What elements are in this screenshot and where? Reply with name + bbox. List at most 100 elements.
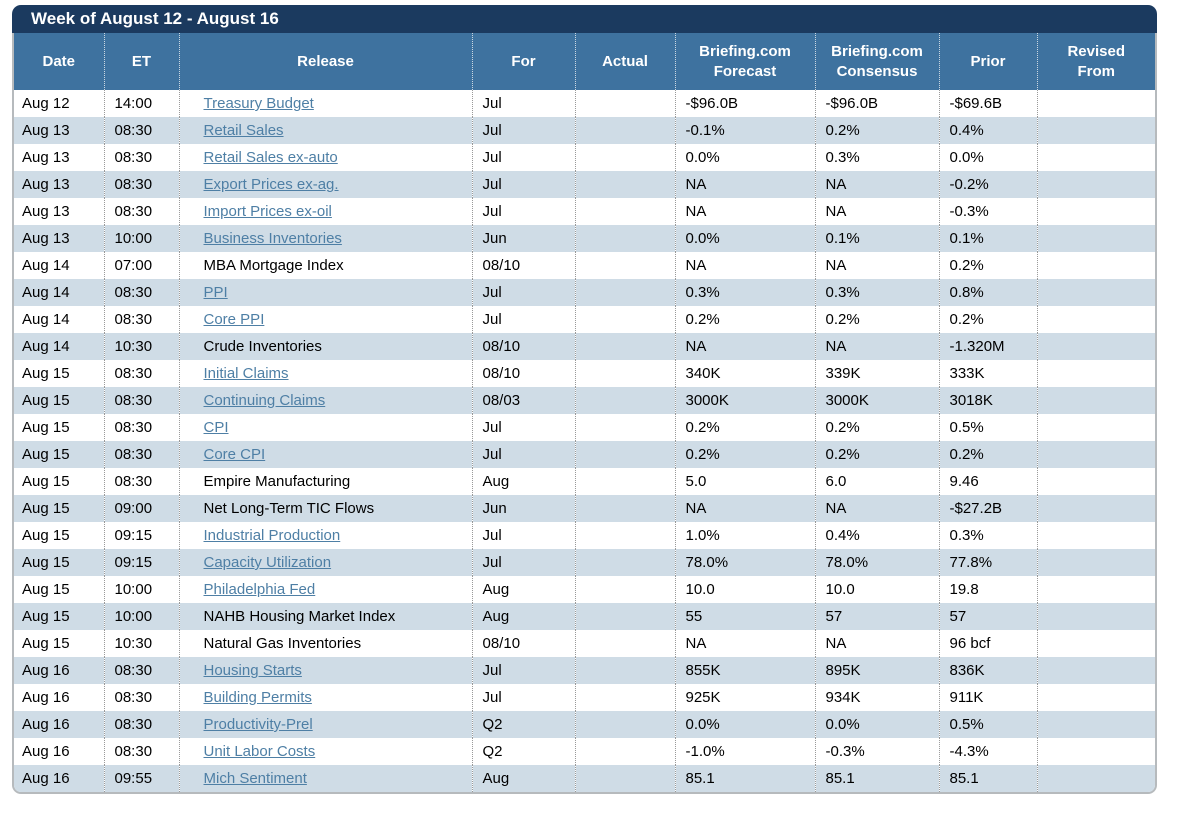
release-cell: Core CPI xyxy=(178,441,472,468)
date-cell: Aug 15 xyxy=(22,419,70,436)
release-link[interactable]: Core PPI xyxy=(203,311,265,328)
release-link[interactable]: Capacity Utilization xyxy=(203,554,332,571)
actual-cell xyxy=(574,333,675,360)
prior-cell: 333K xyxy=(938,360,1037,387)
release-cell: PPI xyxy=(178,279,472,306)
release-link[interactable]: Productivity-Prel xyxy=(203,716,313,733)
for-cell: Jul xyxy=(471,279,575,306)
release-link[interactable]: Continuing Claims xyxy=(203,392,326,409)
release-text: Empire Manufacturing xyxy=(203,473,351,490)
actual-cell xyxy=(574,522,675,549)
release-link[interactable]: Retail Sales ex-auto xyxy=(203,149,338,166)
revised-cell xyxy=(1036,360,1155,387)
date-cell: Aug 12 xyxy=(22,95,70,112)
actual-cell xyxy=(574,765,675,792)
calendar-row: Aug 15 08:30 Continuing Claims 08/03 3000K 30… xyxy=(14,387,1155,414)
calendar-row: Aug 16 08:30 Productivity-Prel Q2 0.0% 0.0% 0.… xyxy=(14,711,1155,738)
consensus-cell: 6.0 xyxy=(814,468,939,495)
et-cell: 14:00 xyxy=(103,90,179,117)
prior-cell: -$27.2B xyxy=(938,495,1037,522)
calendar-row: Aug 14 10:30 Crude Inventories 08/10 NA NA -1.… xyxy=(14,333,1155,360)
prior-cell: 77.8% xyxy=(938,549,1037,576)
release-text: MBA Mortgage Index xyxy=(203,257,344,274)
prior-cell: 0.1% xyxy=(938,225,1037,252)
release-cell: Capacity Utilization xyxy=(178,549,472,576)
consensus-cell: NA xyxy=(814,252,939,279)
release-link[interactable]: Initial Claims xyxy=(203,365,289,382)
release-link[interactable]: PPI xyxy=(203,284,228,301)
consensus-cell: 339K xyxy=(814,360,939,387)
actual-cell xyxy=(574,117,675,144)
prior-cell: 0.5% xyxy=(938,414,1037,441)
date-cell: Aug 15 xyxy=(22,527,70,544)
release-link[interactable]: Core CPI xyxy=(203,446,266,463)
calendar-row: Aug 15 10:30 Natural Gas Inventories 08/10 N… xyxy=(14,630,1155,657)
actual-cell xyxy=(574,360,675,387)
calendar-row: Aug 15 09:00 Net Long-Term TIC Flows Jun NA N… xyxy=(14,495,1155,522)
et-cell: 08:30 xyxy=(103,306,179,333)
date-cell: Aug 13 xyxy=(22,149,70,166)
for-cell: Jul xyxy=(471,117,575,144)
revised-cell xyxy=(1036,90,1155,117)
actual-cell xyxy=(574,603,675,630)
release-link[interactable]: Philadelphia Fed xyxy=(203,581,316,598)
et-cell: 07:00 xyxy=(103,252,179,279)
forecast-cell: 5.0 xyxy=(674,468,815,495)
consensus-cell: NA xyxy=(814,171,939,198)
column-header-forecast: Briefing.com Forecast xyxy=(674,33,815,90)
consensus-cell: 3000K xyxy=(814,387,939,414)
forecast-cell: 0.0% xyxy=(674,144,815,171)
for-cell: 08/03 xyxy=(471,387,575,414)
revised-cell xyxy=(1036,522,1155,549)
calendar-title-bar: Week of August 12 - August 16 xyxy=(12,5,1157,33)
consensus-cell: 10.0 xyxy=(814,576,939,603)
actual-cell xyxy=(574,495,675,522)
release-text: Natural Gas Inventories xyxy=(203,635,362,652)
for-cell: Aug xyxy=(471,603,575,630)
consensus-cell: -0.3% xyxy=(814,738,939,765)
date-cell: Aug 16 xyxy=(22,662,70,679)
calendar-row: Aug 14 07:00 MBA Mortgage Index 08/10 NA NA 0.… xyxy=(14,252,1155,279)
release-cell: Net Long-Term TIC Flows xyxy=(178,495,472,522)
release-cell: MBA Mortgage Index xyxy=(178,252,472,279)
calendar-row: Aug 12 14:00 Treasury Budget Jul -$96.0B -$96… xyxy=(14,90,1155,117)
date-cell: Aug 15 xyxy=(22,500,70,517)
release-link[interactable]: Industrial Production xyxy=(203,527,341,544)
forecast-cell: 0.2% xyxy=(674,414,815,441)
actual-cell xyxy=(574,144,675,171)
date-cell: Aug 16 xyxy=(22,716,70,733)
release-link[interactable]: Export Prices ex-ag. xyxy=(203,176,339,193)
date-cell: Aug 15 xyxy=(22,446,70,463)
et-cell: 09:15 xyxy=(103,549,179,576)
consensus-cell: NA xyxy=(814,630,939,657)
calendar-row: Aug 16 09:55 Mich Sentiment Aug 85.1 85.1 85.1 xyxy=(14,765,1155,792)
release-link[interactable]: Import Prices ex-oil xyxy=(203,203,332,220)
for-cell: Jun xyxy=(471,225,575,252)
release-link[interactable]: Mich Sentiment xyxy=(203,770,307,787)
release-link[interactable]: Unit Labor Costs xyxy=(203,743,316,760)
release-link[interactable]: Housing Starts xyxy=(203,662,302,679)
prior-cell: -0.3% xyxy=(938,198,1037,225)
for-cell: Jul xyxy=(471,657,575,684)
date-cell: Aug 14 xyxy=(22,284,70,301)
release-link[interactable]: Business Inventories xyxy=(203,230,342,247)
for-cell: Q2 xyxy=(471,711,575,738)
release-link[interactable]: Retail Sales xyxy=(203,122,284,139)
et-cell: 08:30 xyxy=(103,414,179,441)
release-cell: Retail Sales xyxy=(178,117,472,144)
release-link[interactable]: CPI xyxy=(203,419,229,436)
release-link[interactable]: Building Permits xyxy=(203,689,312,706)
revised-cell xyxy=(1036,387,1155,414)
prior-cell: -4.3% xyxy=(938,738,1037,765)
prior-cell: -1.320M xyxy=(938,333,1037,360)
forecast-cell: 0.3% xyxy=(674,279,815,306)
release-cell: NAHB Housing Market Index xyxy=(178,603,472,630)
forecast-cell: 1.0% xyxy=(674,522,815,549)
revised-cell xyxy=(1036,603,1155,630)
consensus-cell: 0.0% xyxy=(814,711,939,738)
et-cell: 08:30 xyxy=(103,441,179,468)
release-cell: Philadelphia Fed xyxy=(178,576,472,603)
date-cell: Aug 13 xyxy=(22,230,70,247)
release-link[interactable]: Treasury Budget xyxy=(203,95,314,112)
for-cell: Jun xyxy=(471,495,575,522)
